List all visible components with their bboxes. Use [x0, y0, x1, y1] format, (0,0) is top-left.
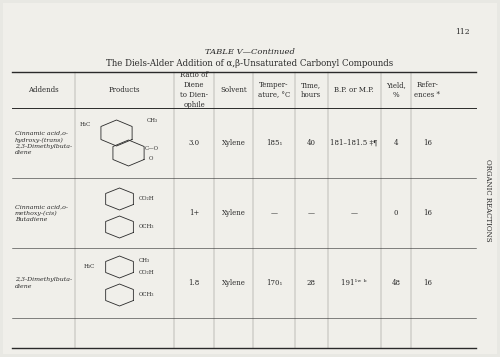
Text: 16: 16 [423, 139, 432, 147]
Text: Cinnamic acid,o-
methoxy-(cis)
Butadiene: Cinnamic acid,o- methoxy-(cis) Butadiene [15, 204, 68, 222]
Text: 112: 112 [454, 28, 469, 36]
Text: 181–181.5 ‡¶: 181–181.5 ‡¶ [330, 139, 378, 147]
Text: ORGANIC REACTIONS: ORGANIC REACTIONS [484, 159, 492, 241]
Text: Xylene: Xylene [222, 139, 246, 147]
Text: —: — [350, 209, 358, 217]
Text: 3.0: 3.0 [188, 139, 200, 147]
Text: CO₂H: CO₂H [138, 271, 154, 276]
Text: 48: 48 [392, 279, 400, 287]
Text: Refer-
ences *: Refer- ences * [414, 81, 440, 99]
Text: 170₁: 170₁ [266, 279, 282, 287]
Text: B.P. or M.P.: B.P. or M.P. [334, 86, 374, 94]
Text: Xylene: Xylene [222, 209, 246, 217]
Text: CH₃: CH₃ [146, 119, 158, 124]
Text: OCH₃: OCH₃ [138, 225, 154, 230]
Text: The Diels-Alder Addition of α,β-Unsaturated Carbonyl Compounds: The Diels-Alder Addition of α,β-Unsatura… [106, 59, 394, 67]
Text: CO₂H: CO₂H [138, 196, 154, 201]
Text: 2,3-Dimethylbuta-
diene: 2,3-Dimethylbuta- diene [15, 277, 72, 288]
Text: Products: Products [109, 86, 140, 94]
Text: 185₁: 185₁ [266, 139, 282, 147]
Text: H₃C: H₃C [84, 265, 94, 270]
Text: 191¹ʷ ᵇ: 191¹ʷ ᵇ [342, 279, 367, 287]
Text: 40: 40 [307, 139, 316, 147]
Text: Time,
hours: Time, hours [301, 81, 322, 99]
Text: O: O [148, 156, 153, 161]
Text: —: — [270, 209, 278, 217]
Text: —: — [308, 209, 315, 217]
Text: H₃C: H₃C [80, 122, 90, 127]
Text: OCH₃: OCH₃ [138, 292, 154, 297]
Text: Temper-
ature, °C: Temper- ature, °C [258, 81, 290, 99]
Text: 4: 4 [394, 139, 398, 147]
Text: Cinnamic acid,o-
hydroxy-(trans)
2,3-Dimethylbuta-
diene: Cinnamic acid,o- hydroxy-(trans) 2,3-Dim… [15, 131, 72, 155]
Text: 16: 16 [423, 279, 432, 287]
Text: 16: 16 [423, 209, 432, 217]
Text: 1+: 1+ [189, 209, 199, 217]
Text: CH₃: CH₃ [138, 258, 150, 263]
Text: 1.8: 1.8 [188, 279, 200, 287]
Text: 28: 28 [307, 279, 316, 287]
Text: Yield,
%: Yield, % [386, 81, 406, 99]
Text: 0: 0 [394, 209, 398, 217]
Text: C—O: C—O [144, 146, 158, 151]
Text: Addends: Addends [28, 86, 58, 94]
Text: Xylene: Xylene [222, 279, 246, 287]
Text: Ratio of
Diene
to Dien-
ophile: Ratio of Diene to Dien- ophile [180, 71, 208, 109]
Text: TABLE V—Continued: TABLE V—Continued [205, 48, 295, 56]
Text: Solvent: Solvent [220, 86, 247, 94]
